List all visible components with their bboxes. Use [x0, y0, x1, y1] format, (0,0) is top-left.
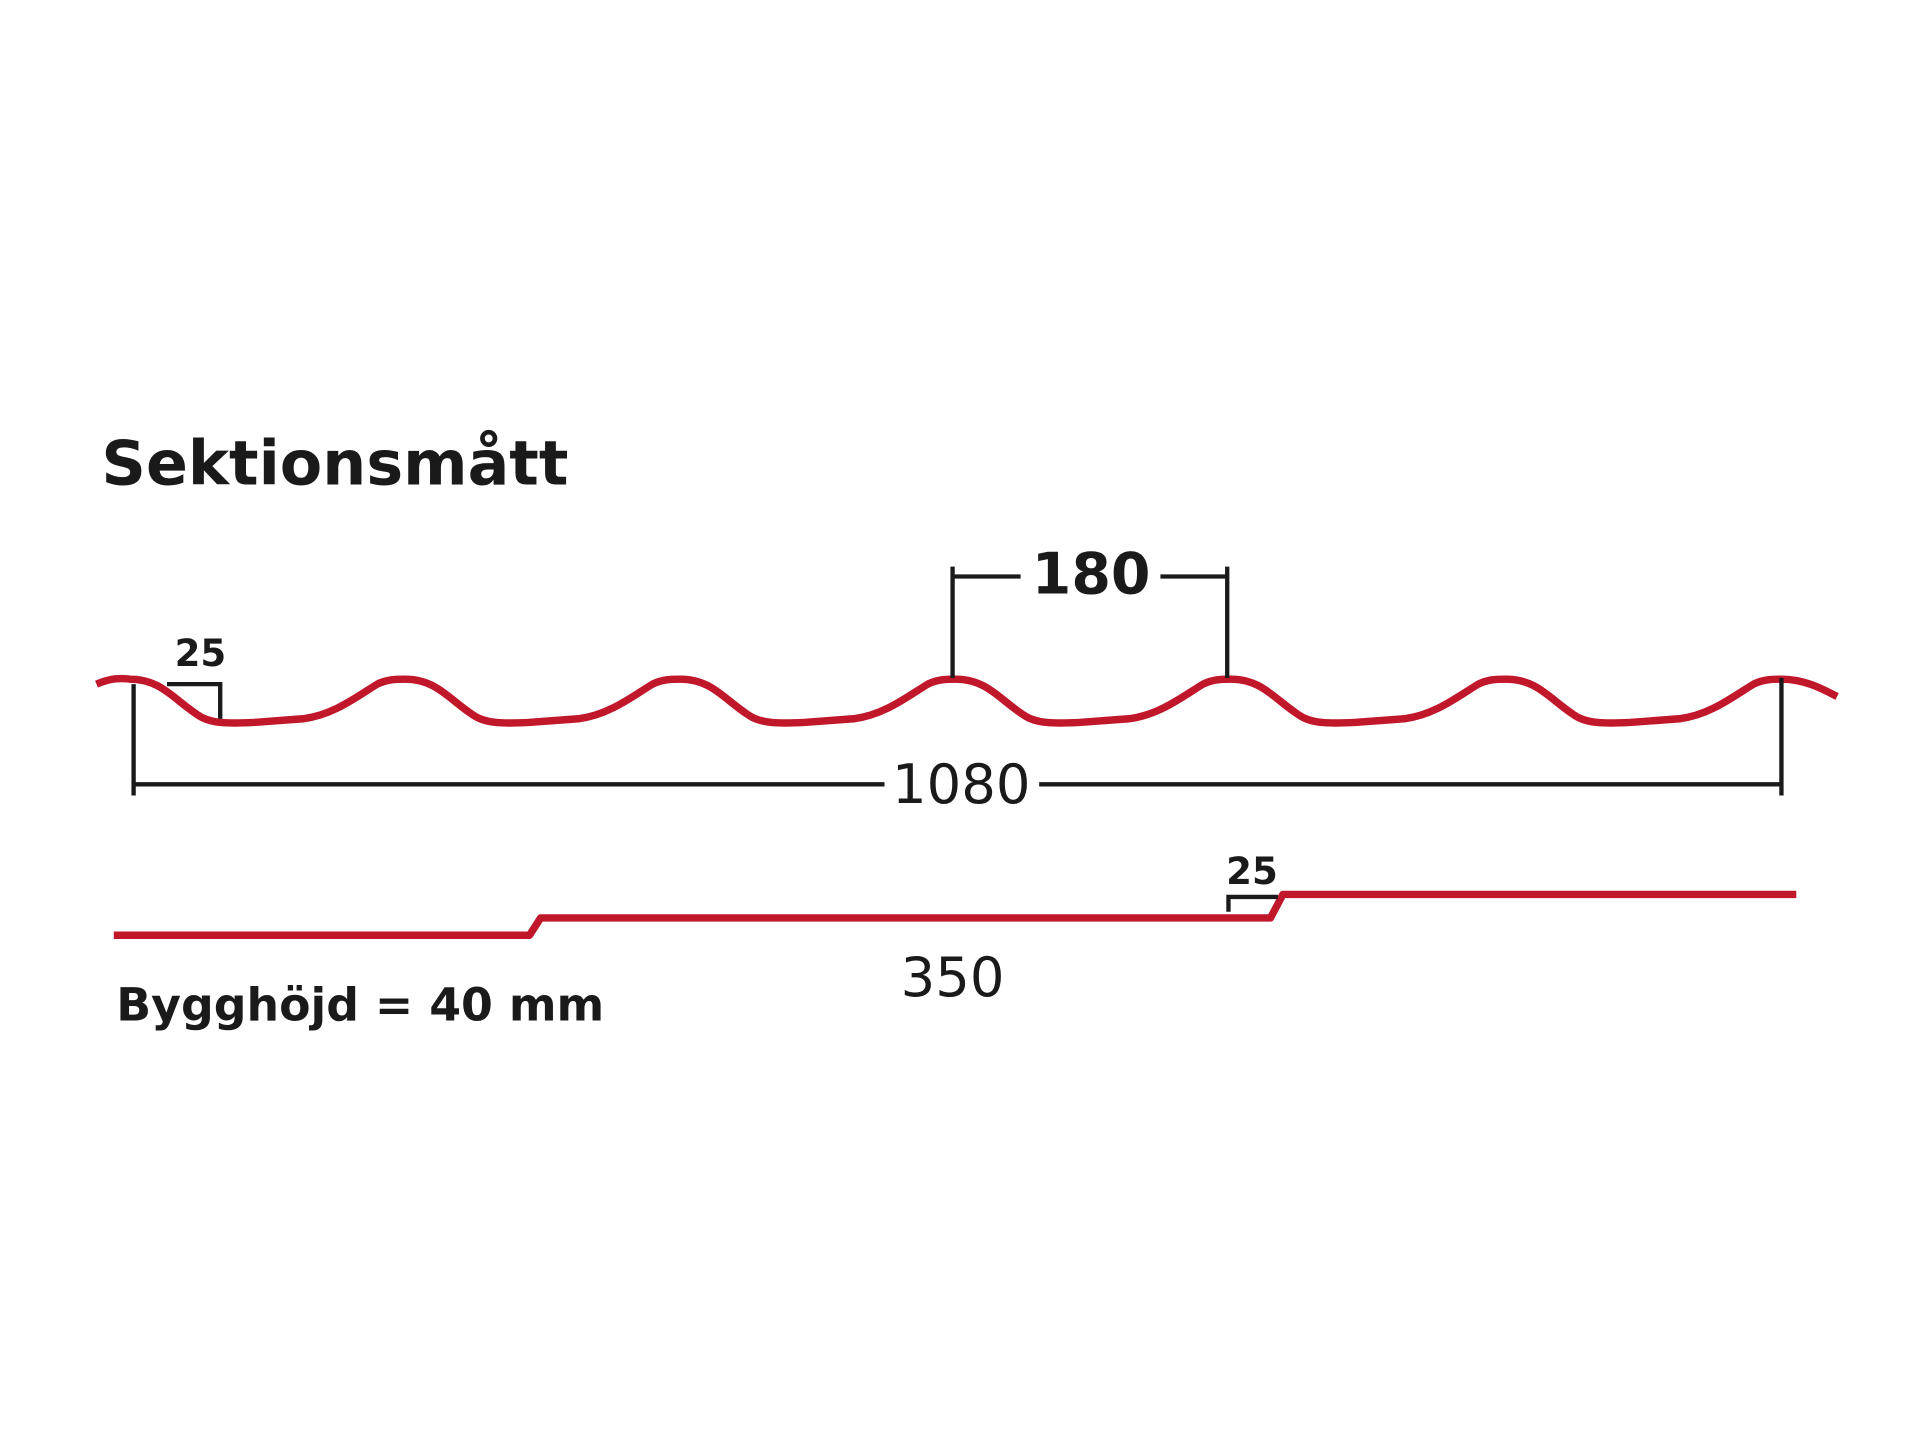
width-label: 1080	[892, 752, 1031, 816]
build-height-note: Bygghöjd = 40 mm	[116, 979, 604, 1032]
profile-line	[95, 674, 1839, 727]
title: Sektionsmått	[101, 428, 568, 500]
step-line	[113, 890, 1797, 939]
height-dimension: 25	[167, 632, 226, 719]
dim-line	[167, 681, 223, 719]
pitch-dimension: 180	[950, 541, 1230, 678]
dim-line	[1226, 894, 1278, 912]
height-label: 25	[175, 632, 227, 675]
width-dimension: 1080	[131, 677, 1784, 816]
pitch-label: 180	[1032, 541, 1151, 607]
step-length-label: 350	[901, 945, 1005, 1009]
step-height-label: 25	[1226, 850, 1278, 893]
